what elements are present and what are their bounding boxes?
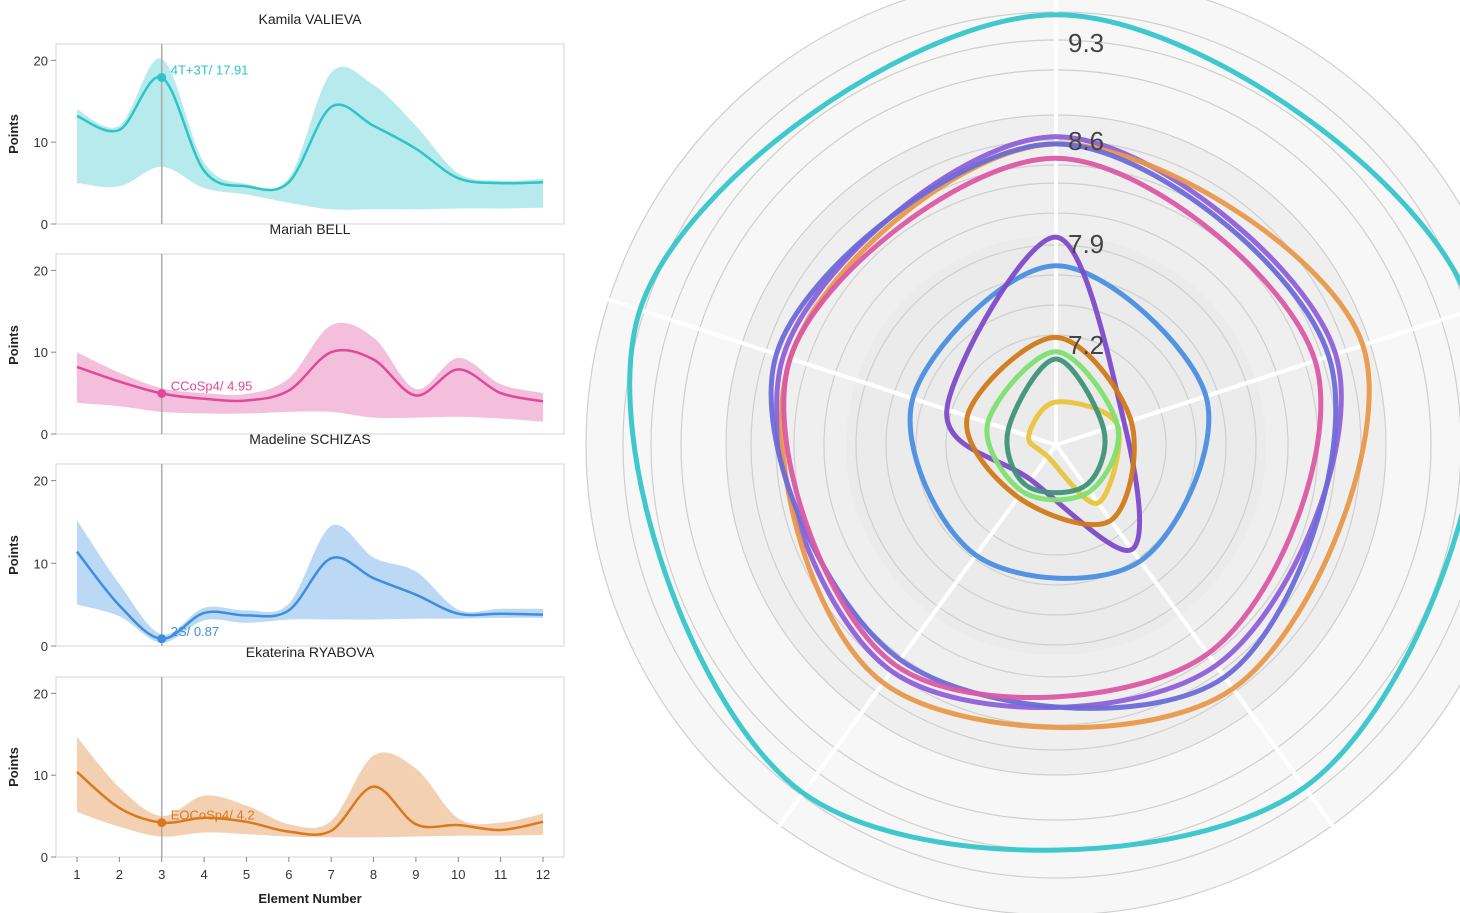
mean-line xyxy=(76,550,544,641)
x-tick-label: 10 xyxy=(451,867,465,882)
marker-point xyxy=(157,818,167,828)
radar-series-5 xyxy=(907,263,1212,581)
x-tick-label: 9 xyxy=(412,867,419,882)
y-tick-label: 20 xyxy=(34,53,48,68)
marker-label: EOCoSp4/ 4.2 xyxy=(171,808,255,823)
y-axis-title: Points xyxy=(6,325,21,365)
confidence-band xyxy=(77,58,543,210)
y-tick-label: 0 xyxy=(41,217,48,232)
radar-spoke xyxy=(580,288,1057,447)
chart-ekaterina-ryabova: Ekaterina RYABOVA Points Element Number … xyxy=(6,644,565,906)
plot-frame xyxy=(55,253,565,435)
radar-series-4 xyxy=(781,155,1324,700)
radar-series-7 xyxy=(964,334,1137,528)
plot-frame xyxy=(55,676,565,858)
y-tick-label: 0 xyxy=(41,427,48,442)
x-tick-label: 7 xyxy=(328,867,335,882)
x-tick-label: 5 xyxy=(243,867,250,882)
x-tick-label: 11 xyxy=(494,867,508,882)
radar-ring xyxy=(585,0,1460,913)
ring-label: 9.3 xyxy=(1068,28,1104,58)
y-tick-label: 10 xyxy=(34,345,48,360)
chart-title: Mariah BELL xyxy=(270,221,351,237)
marker-label: 4T+3T/ 17.91 xyxy=(171,62,249,77)
y-tick-label: 10 xyxy=(34,135,48,150)
radar-series-0 xyxy=(627,12,1460,853)
mean-line xyxy=(76,75,544,192)
marker-point xyxy=(157,634,167,644)
y-tick-label: 10 xyxy=(34,556,48,571)
radar-series-group xyxy=(627,12,1460,853)
radar-spoke xyxy=(1055,311,1460,447)
radar-ring-labels: 9.3 8.6 7.9 7.2 xyxy=(1068,28,1104,360)
radar-spoke xyxy=(748,443,1058,867)
x-tick-label: 3 xyxy=(158,867,165,882)
confidence-band xyxy=(77,736,543,838)
y-axis-title: Points xyxy=(6,535,21,575)
radar-series-10 xyxy=(1004,356,1108,496)
y-tick-label: 20 xyxy=(34,263,48,278)
marker-point xyxy=(157,389,167,398)
radar-chart: 9.3 8.6 7.9 7.2 xyxy=(580,0,1460,913)
marker-label: CCoSp4/ 4.95 xyxy=(171,379,253,394)
y-axis-title: Points xyxy=(6,747,21,787)
radar-series-9 xyxy=(984,349,1121,503)
ring-label: 7.9 xyxy=(1068,229,1104,259)
y-tick-label: 20 xyxy=(34,686,48,701)
radar-series-3 xyxy=(768,141,1339,711)
y-tick-label: 20 xyxy=(34,474,48,489)
marker-label: 2S/ 0.87 xyxy=(171,624,219,639)
x-tick-label: 2 xyxy=(116,867,123,882)
chart-kamila-valieva: Kamila VALIEVA Points 0 10 20 4T+3T/ 17.91 xyxy=(6,11,565,232)
x-tick-label: 6 xyxy=(285,867,292,882)
plot-frame xyxy=(55,43,565,225)
marker-point xyxy=(157,72,167,82)
x-axis-title: Element Number xyxy=(258,891,361,906)
x-tick-label: 4 xyxy=(200,867,207,882)
y-tick-label: 0 xyxy=(41,850,48,865)
x-tick-label: 8 xyxy=(370,867,377,882)
chart-title: Kamila VALIEVA xyxy=(259,11,363,27)
chart-madeline-schizas: Madeline SCHIZAS Points 0 10 20 2S/ 0.87 xyxy=(6,431,565,654)
y-axis-title: Points xyxy=(6,114,21,154)
y-tick-label: 0 xyxy=(41,639,48,654)
x-tick-label: 1 xyxy=(73,867,80,882)
chart-title: Ekaterina RYABOVA xyxy=(246,644,375,660)
ring-label: 8.6 xyxy=(1068,126,1104,156)
chart-mariah-bell: Mariah BELL Points 0 10 20 CCoSp4/ 4.95 xyxy=(6,221,565,442)
x-tick-label: 12 xyxy=(536,867,550,882)
y-tick-label: 10 xyxy=(34,768,48,783)
plot-frame xyxy=(55,463,565,647)
ring-label: 7.2 xyxy=(1068,330,1104,360)
chart-title: Madeline SCHIZAS xyxy=(249,431,370,447)
